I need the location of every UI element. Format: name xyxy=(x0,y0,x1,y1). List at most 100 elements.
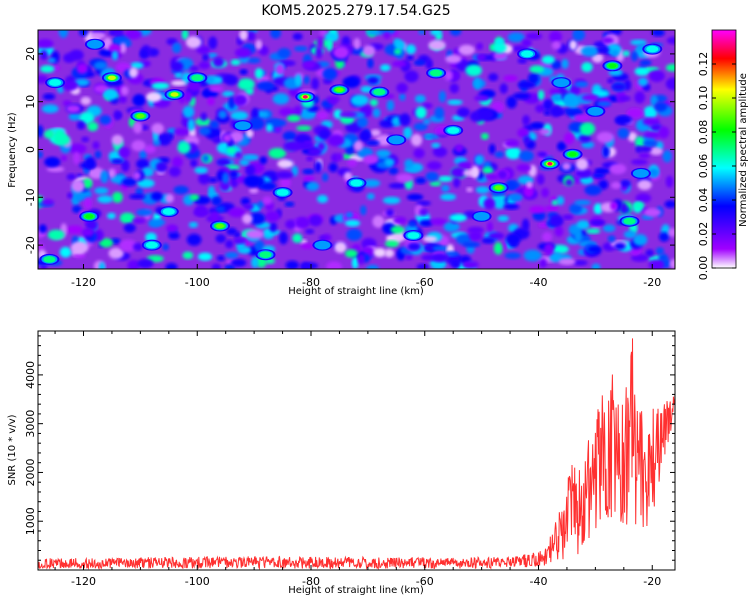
heatmap-cell xyxy=(230,59,241,66)
heatmap-cell xyxy=(318,235,327,241)
heatmap-cell xyxy=(277,48,291,59)
heatmap-cell xyxy=(488,73,499,82)
heatmap-hotspot xyxy=(216,223,224,229)
heatmap-cell xyxy=(449,213,467,222)
heatmap-cell xyxy=(202,53,209,62)
heatmap-cell xyxy=(438,90,446,103)
heatmap-cell xyxy=(631,50,638,62)
heatmap-cell xyxy=(303,75,310,85)
heatmap-cell xyxy=(272,93,290,105)
heatmap-cell xyxy=(121,159,130,172)
heatmap-cell xyxy=(416,200,431,206)
heatmap-cell xyxy=(569,203,583,214)
heatmap-cell xyxy=(394,48,402,55)
heatmap-cell xyxy=(198,252,213,261)
heatmap-cell xyxy=(266,123,273,132)
heatmap-cell xyxy=(432,146,448,158)
heatmap-cell xyxy=(127,259,140,269)
heatmap-cell xyxy=(185,36,202,49)
heatmap-cell xyxy=(218,110,227,119)
heatmap-cell xyxy=(69,49,84,61)
heatmap-cell xyxy=(189,194,200,201)
x-tick-label: -80 xyxy=(302,276,320,289)
heatmap-cell xyxy=(418,30,426,35)
heatmap-cell xyxy=(488,143,496,155)
heatmap-cell xyxy=(172,42,182,54)
heatmap-cell xyxy=(139,148,147,160)
heatmap-cell xyxy=(456,107,470,118)
heatmap-cell xyxy=(590,220,606,226)
heatmap-cell xyxy=(637,179,652,190)
heatmap-cell xyxy=(440,193,457,201)
heatmap-cell xyxy=(581,45,598,57)
heatmap-cell xyxy=(573,114,590,122)
heatmap-cell xyxy=(350,94,369,106)
heatmap-cell xyxy=(527,72,540,85)
y-tick-label: 20 xyxy=(24,47,37,61)
heatmap-cell xyxy=(633,234,648,246)
heatmap-cell xyxy=(44,156,61,168)
heatmap-cell xyxy=(521,218,530,232)
heatmap-cell xyxy=(165,263,178,269)
heatmap-cell xyxy=(42,199,54,206)
heatmap-cell xyxy=(182,251,194,260)
heatmap-cell xyxy=(615,115,632,125)
heatmap-cell xyxy=(386,99,395,112)
heatmap-cell xyxy=(353,38,361,50)
snr-y-ticks: 1000 2000 3000 4000 xyxy=(24,335,675,561)
heatmap-cell xyxy=(630,159,649,165)
heatmap-cell xyxy=(40,49,48,61)
heatmap-cell xyxy=(443,221,460,232)
heatmap-cell xyxy=(211,196,222,206)
heatmap-cell xyxy=(145,232,157,243)
heatmap-hotspot xyxy=(475,213,488,220)
heatmap-cell xyxy=(658,232,670,242)
heatmap-cell xyxy=(372,215,385,228)
heatmap-cell xyxy=(384,240,399,248)
heatmap-cell xyxy=(494,151,505,158)
heatmap-cell xyxy=(578,134,591,143)
heatmap-cell xyxy=(205,76,215,84)
heatmap-cell xyxy=(669,258,675,269)
heatmap-cell xyxy=(380,64,391,72)
heatmap-cell xyxy=(584,184,602,196)
heatmap-cell xyxy=(328,162,338,173)
heatmap-cell xyxy=(665,77,675,91)
heatmap-cell xyxy=(151,82,170,90)
heatmap-cell xyxy=(240,197,251,206)
heatmap-cell xyxy=(432,245,450,252)
heatmap-hotspot xyxy=(447,127,460,134)
heatmap-cell xyxy=(399,113,411,127)
heatmap-cell xyxy=(216,255,225,261)
heatmap-cell xyxy=(635,136,645,149)
heatmap-hotspot xyxy=(494,185,503,190)
x-tick-label: -20 xyxy=(643,575,661,588)
heatmap-cell xyxy=(256,81,275,91)
heatmap-cell xyxy=(429,181,442,187)
heatmap-cell xyxy=(136,208,153,216)
heatmap-cell xyxy=(339,111,358,118)
heatmap-cell xyxy=(563,93,577,105)
heatmap-cell xyxy=(72,205,82,213)
heatmap-cell xyxy=(466,187,473,193)
heatmap-cell xyxy=(258,45,269,56)
heatmap-cell xyxy=(108,247,124,259)
heatmap-cell xyxy=(81,136,90,143)
heatmap-cell xyxy=(200,112,207,121)
heatmap-cell xyxy=(357,253,365,265)
heatmap-cell xyxy=(410,133,423,147)
heatmap-cell xyxy=(485,174,499,180)
heatmap-cell xyxy=(62,80,78,91)
heatmap-cell xyxy=(333,46,349,59)
heatmap-cell xyxy=(98,261,106,269)
heatmap-cell xyxy=(554,225,564,237)
heatmap-cell xyxy=(523,184,534,198)
heatmap-cell xyxy=(107,212,116,220)
heatmap-cell xyxy=(425,171,439,182)
heatmap-cell xyxy=(168,166,181,177)
heatmap-cell xyxy=(391,116,402,126)
heatmap-cell xyxy=(259,182,277,191)
heatmap-cell xyxy=(635,193,652,203)
heatmap-x-ticks: -120 -100 -80 -60 -40 -20 xyxy=(71,30,661,289)
heatmap-cell xyxy=(326,261,343,269)
